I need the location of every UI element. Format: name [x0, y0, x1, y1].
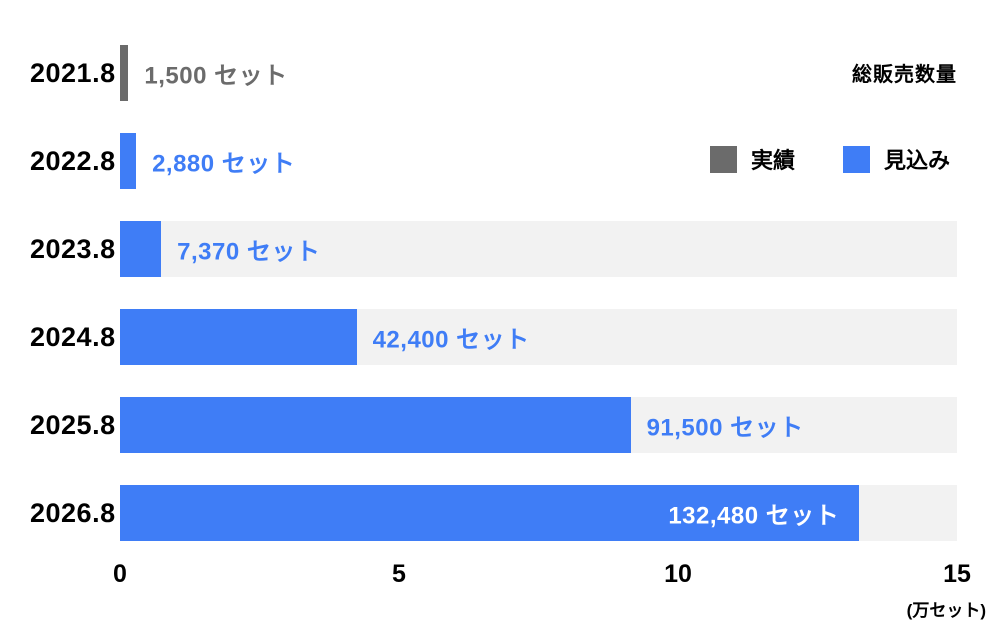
bar [120, 45, 129, 101]
value-label: 2,880 セット [152, 150, 296, 178]
category-label: 2026.8 [30, 497, 116, 528]
legend-item-actual: 実績 [709, 143, 795, 175]
row-plot: 132,480 セット [120, 485, 957, 541]
legend-label-actual: 実績 [750, 148, 795, 173]
chart-row: 2025.8 91,500 セット [0, 381, 957, 469]
x-axis-unit: (万セット) [906, 601, 986, 620]
category-label: 2021.8 [30, 57, 116, 88]
bar [120, 397, 631, 453]
category-label: 2023.8 [30, 233, 116, 264]
row-plot: 1,500 セット [120, 45, 957, 101]
bar-rows: 2021.8 1,500 セット 2022.8 2,880 セット 2023.8 7,37… [0, 29, 957, 557]
chart-row: 2021.8 1,500 セット [0, 29, 957, 117]
value-label: 7,370 セット [177, 238, 321, 266]
value-label: 42,400 セット [372, 326, 530, 354]
category-label: 2022.8 [30, 145, 116, 176]
chart-row: 2026.8 132,480 セット [0, 469, 957, 557]
x-tick-5: 5 [392, 560, 406, 588]
x-tick-0: 0 [113, 560, 127, 588]
category-label: 2025.8 [30, 409, 116, 440]
x-tick-15: 15 [943, 560, 971, 588]
legend-swatch-actual-icon [709, 145, 737, 173]
category-label: 2024.8 [30, 321, 116, 352]
row-plot: 91,500 セット [120, 397, 957, 453]
row-plot: 7,370 セット [120, 221, 957, 277]
x-axis: 0 5 10 15 [113, 560, 971, 592]
chart-title: 総販売数量 [852, 64, 957, 86]
legend-label-forecast: 見込み [883, 148, 950, 173]
row-plot: 2,880 セット [120, 133, 957, 189]
row-plot: 42,400 セット [120, 309, 957, 365]
legend: 実績 見込み [709, 143, 950, 175]
chart-row: 2022.8 2,880 セット [0, 117, 957, 205]
value-label: 91,500 セット [646, 414, 804, 442]
bar [120, 133, 137, 189]
value-label: 132,480 セット [668, 502, 840, 530]
row-band [120, 221, 957, 277]
value-label: 1,500 セット [144, 62, 288, 90]
legend-item-forecast: 見込み [842, 143, 950, 175]
legend-swatch-forecast-icon [842, 145, 870, 173]
bar [120, 485, 860, 541]
chart-row: 2023.8 7,370 セット [0, 205, 957, 293]
x-tick-10: 10 [664, 560, 692, 588]
bar [120, 221, 162, 277]
bar [120, 309, 357, 365]
chart-row: 2024.8 42,400 セット [0, 293, 957, 381]
